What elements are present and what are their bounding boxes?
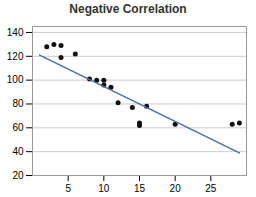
svg-text:60: 60 bbox=[12, 122, 24, 133]
svg-text:15: 15 bbox=[134, 183, 146, 194]
svg-text:140: 140 bbox=[7, 27, 24, 38]
svg-text:120: 120 bbox=[7, 51, 24, 62]
html-text:Negative Correlation: Negative Correlation bbox=[69, 2, 187, 16]
svg-text:25: 25 bbox=[205, 183, 217, 194]
svg-text:100: 100 bbox=[7, 74, 24, 85]
svg-text:40: 40 bbox=[12, 146, 24, 157]
svg-text:20: 20 bbox=[170, 183, 182, 194]
svg-text:5: 5 bbox=[65, 183, 71, 194]
svg-text:80: 80 bbox=[12, 98, 24, 109]
svg-text:10: 10 bbox=[98, 183, 110, 194]
svg-text:20: 20 bbox=[12, 170, 24, 181]
